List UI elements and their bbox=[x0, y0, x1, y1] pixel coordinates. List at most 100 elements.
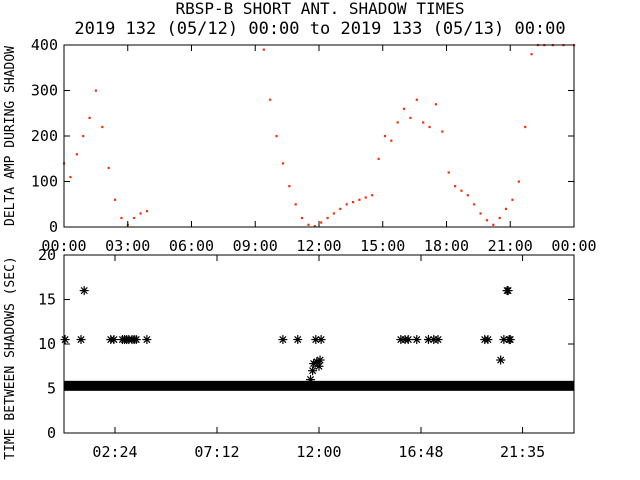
baseline-band bbox=[64, 380, 574, 391]
top-data-point bbox=[517, 180, 520, 183]
top-x-tick-label: 03:00 bbox=[105, 237, 150, 255]
top-data-point bbox=[454, 185, 457, 188]
asterisk-marker bbox=[293, 335, 303, 345]
top-data-point bbox=[114, 198, 117, 201]
top-data-point bbox=[307, 223, 310, 226]
asterisk-marker bbox=[483, 335, 493, 345]
bottom-x-tick-label: 16:48 bbox=[398, 443, 443, 461]
top-data-point bbox=[377, 157, 380, 160]
bottom-markers bbox=[60, 286, 515, 385]
bottom-y-axis-label: TIME BETWEEN SHADOWS (SEC) bbox=[3, 256, 18, 460]
top-x-tick-label: 09:00 bbox=[233, 237, 278, 255]
top-data-point bbox=[447, 171, 450, 174]
asterisk-marker bbox=[131, 335, 141, 345]
asterisk-marker bbox=[505, 335, 515, 345]
top-data-point bbox=[460, 189, 463, 192]
top-x-tick-label: 18:00 bbox=[424, 237, 469, 255]
top-data-point bbox=[269, 98, 272, 101]
top-y-tick-label: 100 bbox=[31, 173, 58, 191]
asterisk-marker bbox=[308, 366, 318, 376]
bottom-y-tick-label: 0 bbox=[47, 424, 56, 442]
top-data-point bbox=[403, 107, 406, 110]
top-data-point bbox=[101, 125, 104, 129]
top-data-point bbox=[275, 135, 278, 138]
top-data-point bbox=[371, 194, 374, 197]
asterisk-marker bbox=[142, 335, 152, 345]
top-panel: 0 100 200 300 400 00:00 03:00 06:00 09:00 12:00 1… bbox=[3, 36, 597, 255]
top-data-point bbox=[428, 125, 431, 129]
top-trace bbox=[63, 44, 576, 228]
bottom-plot-frame bbox=[63, 254, 575, 434]
top-data-point bbox=[133, 216, 136, 220]
top-x-tick-label: 00:00 bbox=[551, 237, 596, 255]
top-data-point bbox=[358, 198, 361, 201]
top-data-point bbox=[288, 185, 291, 188]
top-data-point bbox=[409, 116, 412, 119]
asterisk-marker bbox=[79, 286, 89, 296]
top-data-point bbox=[473, 203, 476, 206]
top-data-point bbox=[415, 98, 418, 101]
top-data-point bbox=[139, 212, 142, 215]
top-data-point bbox=[352, 200, 355, 204]
bottom-y-tick-label: 10 bbox=[38, 335, 56, 353]
top-data-point bbox=[332, 212, 336, 215]
top-data-point bbox=[313, 225, 316, 228]
bottom-x-tick-label: 21:35 bbox=[500, 443, 545, 461]
top-data-point bbox=[492, 223, 495, 226]
top-x-ticks: 00:00 03:00 06:00 09:00 12:00 15:00 18:00 21:00… bbox=[41, 45, 597, 255]
bottom-y-tick-label: 20 bbox=[38, 246, 56, 264]
bottom-x-tick-label: 07:12 bbox=[194, 443, 239, 461]
top-y-ticks: 0 100 200 300 400 bbox=[31, 36, 574, 236]
top-data-point bbox=[422, 121, 425, 124]
bottom-y-tick-label: 15 bbox=[38, 291, 56, 309]
asterisk-marker bbox=[315, 355, 325, 365]
top-data-point bbox=[498, 216, 501, 220]
top-data-point bbox=[511, 198, 514, 201]
top-data-point bbox=[345, 203, 348, 206]
bottom-x-ticks: 02:24 07:12 12:00 16:48 21:35 bbox=[92, 255, 545, 461]
top-data-point bbox=[479, 212, 482, 215]
asterisk-marker bbox=[496, 355, 506, 365]
chart-title-line1: RBSP-B SHORT ANT. SHADOW TIMES bbox=[176, 0, 465, 18]
top-y-tick-label: 400 bbox=[31, 36, 58, 54]
bottom-panel: 0 5 10 15 20 02:24 07:12 12:00 16:48 21:35 TIME … bbox=[3, 246, 575, 461]
top-plot-frame bbox=[63, 44, 575, 228]
top-data-point bbox=[326, 216, 329, 220]
top-data-point bbox=[262, 48, 265, 51]
asterisk-marker bbox=[314, 361, 324, 371]
top-y-tick-label: 200 bbox=[31, 127, 58, 145]
top-data-point bbox=[339, 207, 342, 210]
asterisk-marker bbox=[278, 335, 288, 345]
top-x-tick-label: 12:00 bbox=[296, 237, 341, 255]
top-x-tick-label: 21:00 bbox=[488, 237, 533, 255]
top-data-point bbox=[383, 135, 387, 138]
top-data-point bbox=[530, 53, 533, 56]
asterisk-marker bbox=[412, 335, 422, 345]
top-data-point bbox=[505, 207, 508, 210]
top-data-point bbox=[120, 216, 123, 220]
top-x-tick-label: 15:00 bbox=[360, 237, 405, 255]
asterisk-marker bbox=[306, 375, 315, 385]
top-data-point bbox=[524, 125, 527, 129]
asterisk-marker bbox=[433, 335, 443, 345]
top-y-tick-label: 300 bbox=[31, 82, 58, 100]
top-data-point bbox=[320, 221, 323, 224]
top-x-tick-label: 00:00 bbox=[41, 237, 86, 255]
bottom-y-tick-label: 5 bbox=[47, 380, 56, 398]
asterisk-marker bbox=[60, 335, 70, 345]
top-data-point bbox=[107, 166, 110, 170]
top-data-point bbox=[88, 116, 91, 119]
top-data-point bbox=[294, 203, 297, 206]
top-data-point bbox=[390, 139, 393, 142]
asterisk-marker bbox=[503, 286, 513, 296]
top-data-point bbox=[94, 89, 98, 92]
bottom-x-tick-label: 02:24 bbox=[92, 443, 137, 461]
top-y-tick-label: 0 bbox=[49, 218, 58, 236]
top-data-point bbox=[301, 216, 304, 220]
top-data-point bbox=[281, 162, 285, 165]
top-data-point bbox=[75, 153, 78, 156]
top-data-point bbox=[466, 194, 469, 197]
top-data-point bbox=[434, 103, 438, 106]
asterisk-marker bbox=[311, 335, 321, 345]
